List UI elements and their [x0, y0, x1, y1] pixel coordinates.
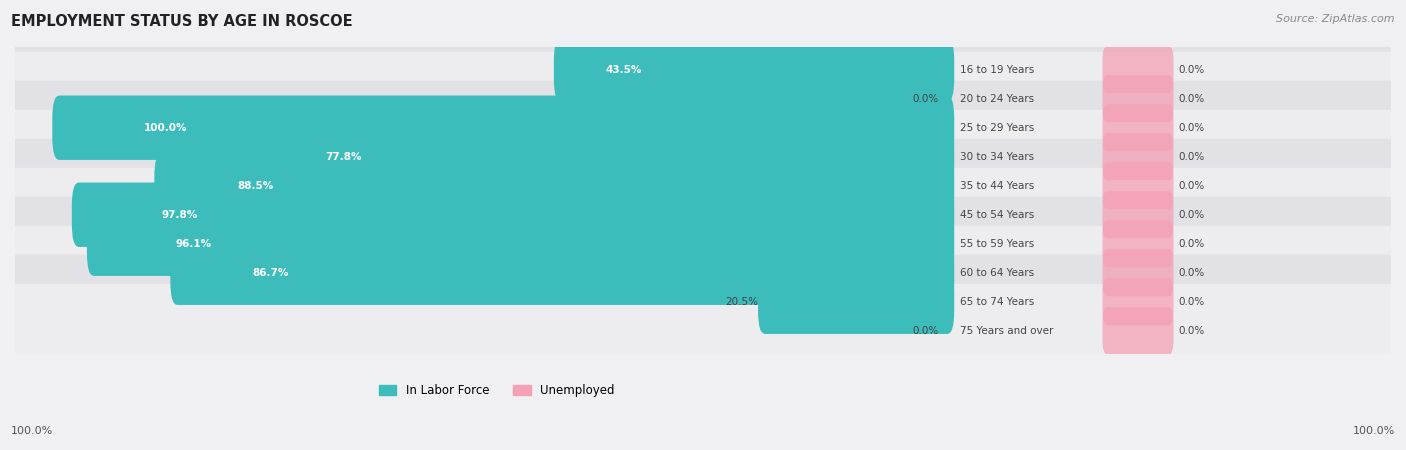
Text: 75 Years and over: 75 Years and over: [960, 326, 1054, 336]
FancyBboxPatch shape: [554, 37, 955, 102]
Text: 100.0%: 100.0%: [1353, 427, 1395, 436]
Text: 88.5%: 88.5%: [238, 181, 274, 191]
FancyBboxPatch shape: [155, 153, 955, 218]
Text: EMPLOYMENT STATUS BY AGE IN ROSCOE: EMPLOYMENT STATUS BY AGE IN ROSCOE: [11, 14, 353, 28]
FancyBboxPatch shape: [4, 81, 1402, 175]
FancyBboxPatch shape: [249, 125, 955, 189]
FancyBboxPatch shape: [4, 139, 1402, 233]
FancyBboxPatch shape: [87, 212, 955, 276]
FancyBboxPatch shape: [1102, 162, 1174, 209]
Text: 0.0%: 0.0%: [1178, 181, 1204, 191]
Text: 60 to 64 Years: 60 to 64 Years: [960, 268, 1035, 278]
Text: 0.0%: 0.0%: [912, 94, 938, 104]
Text: 55 to 59 Years: 55 to 59 Years: [960, 239, 1035, 249]
Text: 77.8%: 77.8%: [325, 152, 361, 162]
FancyBboxPatch shape: [4, 255, 1402, 349]
FancyBboxPatch shape: [1102, 278, 1174, 325]
Text: 65 to 74 Years: 65 to 74 Years: [960, 297, 1035, 307]
FancyBboxPatch shape: [4, 22, 1402, 117]
Text: 16 to 19 Years: 16 to 19 Years: [960, 65, 1035, 75]
FancyBboxPatch shape: [758, 270, 955, 334]
FancyBboxPatch shape: [4, 284, 1402, 378]
Text: 96.1%: 96.1%: [176, 239, 212, 249]
FancyBboxPatch shape: [4, 197, 1402, 291]
FancyBboxPatch shape: [52, 95, 955, 160]
Text: 0.0%: 0.0%: [1178, 297, 1204, 307]
FancyBboxPatch shape: [1102, 220, 1174, 267]
Text: 0.0%: 0.0%: [1178, 152, 1204, 162]
Legend: In Labor Force, Unemployed: In Labor Force, Unemployed: [378, 384, 614, 397]
Text: 43.5%: 43.5%: [605, 65, 641, 75]
Text: Source: ZipAtlas.com: Source: ZipAtlas.com: [1277, 14, 1395, 23]
Text: 45 to 54 Years: 45 to 54 Years: [960, 210, 1035, 220]
Text: 97.8%: 97.8%: [162, 210, 198, 220]
Text: 20 to 24 Years: 20 to 24 Years: [960, 94, 1035, 104]
Text: 0.0%: 0.0%: [1178, 65, 1204, 75]
Text: 0.0%: 0.0%: [1178, 239, 1204, 249]
Text: 0.0%: 0.0%: [1178, 268, 1204, 278]
FancyBboxPatch shape: [4, 168, 1402, 262]
FancyBboxPatch shape: [4, 110, 1402, 204]
Text: 0.0%: 0.0%: [1178, 326, 1204, 336]
FancyBboxPatch shape: [1102, 75, 1174, 122]
FancyBboxPatch shape: [1102, 46, 1174, 93]
Text: 20.5%: 20.5%: [725, 297, 758, 307]
Text: 30 to 34 Years: 30 to 34 Years: [960, 152, 1035, 162]
FancyBboxPatch shape: [1102, 191, 1174, 238]
FancyBboxPatch shape: [1102, 104, 1174, 151]
FancyBboxPatch shape: [1102, 133, 1174, 180]
Text: 86.7%: 86.7%: [252, 268, 288, 278]
FancyBboxPatch shape: [72, 183, 955, 247]
Text: 100.0%: 100.0%: [11, 427, 53, 436]
Text: 0.0%: 0.0%: [1178, 210, 1204, 220]
Text: 0.0%: 0.0%: [1178, 94, 1204, 104]
FancyBboxPatch shape: [1102, 307, 1174, 354]
FancyBboxPatch shape: [1102, 249, 1174, 296]
FancyBboxPatch shape: [4, 52, 1402, 146]
FancyBboxPatch shape: [4, 226, 1402, 320]
FancyBboxPatch shape: [170, 241, 955, 305]
Text: 25 to 29 Years: 25 to 29 Years: [960, 123, 1035, 133]
Text: 35 to 44 Years: 35 to 44 Years: [960, 181, 1035, 191]
Text: 0.0%: 0.0%: [912, 326, 938, 336]
Text: 0.0%: 0.0%: [1178, 123, 1204, 133]
Text: 100.0%: 100.0%: [143, 123, 187, 133]
